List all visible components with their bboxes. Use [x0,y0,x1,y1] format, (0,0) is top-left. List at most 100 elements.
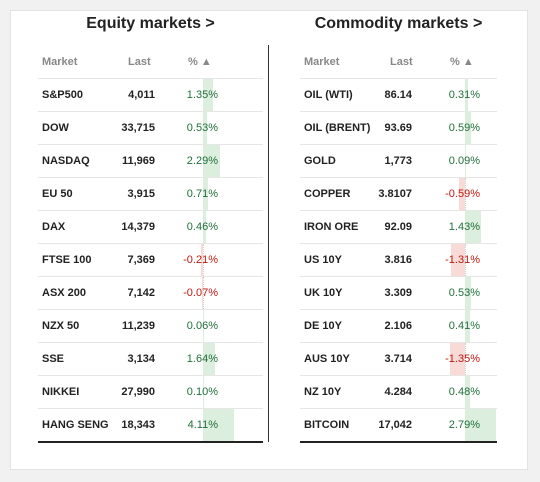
table-row[interactable]: NIKKEI 27,990 0.10% [38,375,263,408]
market-name[interactable]: GOLD [304,155,336,167]
equity-table-header: Market Last % ▲ [38,51,263,77]
pct-change: 2.79% [448,419,480,431]
last-value: 92.09 [384,221,412,233]
market-name[interactable]: HANG SENG [42,419,109,431]
last-value: 3.309 [384,287,412,299]
last-value: 11,239 [121,320,155,332]
market-name[interactable]: ASX 200 [42,287,87,299]
table-row[interactable]: GOLD 1,773 0.09% [300,144,497,177]
zero-line [203,277,205,309]
market-name[interactable]: BITCOIN [304,419,350,431]
last-value: 11,969 [121,155,155,167]
zero-line [465,178,467,210]
pct-change: 0.53% [186,122,218,134]
table-row[interactable]: SSE 3,134 1.64% [38,342,263,375]
market-name[interactable]: IRON ORE [304,221,359,233]
market-column-header[interactable]: Market [304,56,340,68]
table-row[interactable]: DE 10Y 2.106 0.41% [300,309,497,342]
table-row[interactable]: ASX 200 7,142 -0.07% [38,276,263,309]
table-row[interactable]: DAX 14,379 0.46% [38,210,263,243]
last-value: 3,915 [127,188,155,200]
zero-line [203,244,205,276]
market-column-header[interactable]: Market [42,56,78,68]
pct-change: 0.53% [448,287,480,299]
change-bar [203,409,234,441]
table-row[interactable]: UK 10Y 3.309 0.53% [300,276,497,309]
last-value: 27,990 [121,386,155,398]
pct-change: 0.71% [186,188,218,200]
table-row[interactable]: NZX 50 11,239 0.06% [38,309,263,342]
table-row[interactable]: S&P500 4,011 1.35% [38,78,263,111]
market-name[interactable]: COPPER [304,188,351,200]
equity-rows: S&P500 4,011 1.35% DOW 33,715 0.53% NASDAQ 11,9… [38,78,263,443]
last-value: 18,343 [121,419,155,431]
change-bar [465,409,496,441]
market-name[interactable]: NASDAQ [42,155,90,167]
table-row[interactable]: OIL (WTI) 86.14 0.31% [300,78,497,111]
last-value: 1,773 [384,155,412,167]
table-row[interactable]: HANG SENG 18,343 4.11% [38,408,263,443]
market-name[interactable]: OIL (WTI) [304,89,353,101]
pct-column-header[interactable]: % ▲ [450,56,474,68]
last-value: 33,715 [121,122,155,134]
market-name[interactable]: NZ 10Y [304,386,342,398]
pct-change: 0.41% [448,320,480,332]
commodity-markets-link[interactable]: Commodity markets > [314,15,483,32]
change-bar [203,145,221,177]
last-value: 3.714 [384,353,412,365]
change-bar [458,178,465,210]
last-value: 86.14 [384,89,412,101]
pct-change: -1.31% [445,254,480,266]
equity-markets-link[interactable]: Equity markets > [86,15,215,32]
market-name[interactable]: OIL (BRENT) [304,122,371,134]
zero-line [465,343,467,375]
change-bar [450,343,465,375]
pct-change: 0.59% [448,122,480,134]
table-row[interactable]: NZ 10Y 4.284 0.48% [300,375,497,408]
panel-divider [268,45,269,442]
table-row[interactable]: AUS 10Y 3.714 -1.35% [300,342,497,375]
last-column-header[interactable]: Last [128,56,151,68]
table-row[interactable]: BITCOIN 17,042 2.79% [300,408,497,443]
last-value: 7,142 [127,287,155,299]
last-column-header[interactable]: Last [390,56,413,68]
last-value: 93.69 [384,122,412,134]
pct-change: 0.31% [448,89,480,101]
market-name[interactable]: AUS 10Y [304,353,350,365]
last-value: 3,134 [127,353,155,365]
last-value: 4,011 [128,89,155,101]
table-row[interactable]: US 10Y 3.816 -1.31% [300,243,497,276]
table-row[interactable]: EU 50 3,915 0.71% [38,177,263,210]
last-value: 2.106 [384,320,412,332]
market-name[interactable]: NIKKEI [42,386,80,398]
table-row[interactable]: IRON ORE 92.09 1.43% [300,210,497,243]
market-name[interactable]: SSE [42,353,65,365]
last-value: 3.816 [384,254,412,266]
market-name[interactable]: UK 10Y [304,287,343,299]
pct-change: 0.48% [448,386,480,398]
table-row[interactable]: DOW 33,715 0.53% [38,111,263,144]
table-row[interactable]: OIL (BRENT) 93.69 0.59% [300,111,497,144]
markets-card: Equity markets > Market Last % ▲ S&P500 4… [10,10,528,470]
market-name[interactable]: S&P500 [42,89,83,101]
market-name[interactable]: FTSE 100 [42,254,92,266]
market-name[interactable]: DE 10Y [304,320,342,332]
change-bar [203,343,216,375]
commodity-rows: OIL (WTI) 86.14 0.31% OIL (BRENT) 93.69 0.59%… [300,78,497,443]
pct-change: 0.06% [186,320,218,332]
pct-change: 0.09% [448,155,480,167]
market-name[interactable]: EU 50 [42,188,73,200]
change-bar [465,310,470,342]
market-name[interactable]: US 10Y [304,254,342,266]
pct-column-header[interactable]: % ▲ [188,56,212,68]
market-name[interactable]: DAX [42,221,66,233]
pct-change: -1.35% [445,353,480,365]
market-name[interactable]: NZX 50 [42,320,80,332]
market-name[interactable]: DOW [42,122,69,134]
pct-change: 1.43% [448,221,480,233]
pct-change: 1.35% [186,89,218,101]
commodity-table-header: Market Last % ▲ [300,51,497,77]
table-row[interactable]: FTSE 100 7,369 -0.21% [38,243,263,276]
table-row[interactable]: NASDAQ 11,969 2.29% [38,144,263,177]
table-row[interactable]: COPPER 3.8107 -0.59% [300,177,497,210]
